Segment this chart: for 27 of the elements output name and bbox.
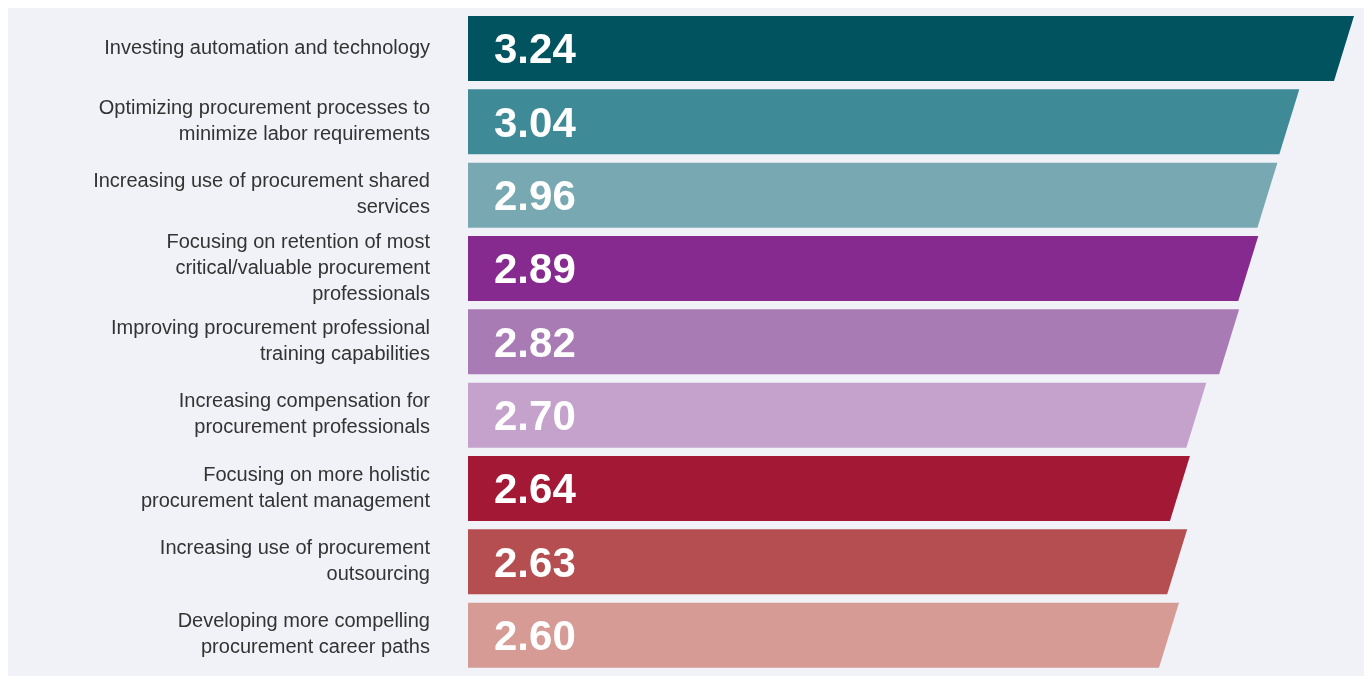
bar — [468, 89, 1300, 155]
data-label: 2.64 — [494, 465, 577, 513]
data-label: 2.82 — [494, 318, 576, 366]
bar — [468, 529, 1188, 595]
bar — [468, 236, 1259, 301]
y-tick-label: Increasing compensation for procurement professionals — [178, 389, 431, 438]
y-tick-label: Increasing use of procurement outsourcing — [159, 536, 431, 585]
y-tick-label: Developing more compelling procurement career paths — [177, 609, 430, 658]
y-tick-label: Optimizing procurement processes to minimize labor requirements — [98, 96, 430, 145]
data-label: 2.70 — [494, 392, 576, 440]
y-tick-label: Investing automation and technology — [104, 35, 430, 58]
data-label: 2.89 — [494, 245, 576, 293]
bar — [468, 602, 1179, 668]
y-tick-label: Improving procurement professional training capabilities — [110, 316, 430, 365]
bar — [468, 16, 1354, 81]
y-tick-label: Focusing on retention of most critical/valuable procurement professionals — [166, 229, 431, 304]
bar — [468, 382, 1207, 448]
bar — [468, 456, 1190, 521]
bar — [468, 162, 1278, 228]
data-label: 2.63 — [494, 538, 576, 586]
y-tick-label: Increasing use of procurement shared services — [93, 169, 430, 218]
data-label: 2.60 — [494, 612, 576, 660]
bar — [468, 309, 1240, 375]
data-label: 3.24 — [494, 25, 577, 73]
data-label: 2.96 — [494, 172, 576, 220]
data-label: 3.04 — [494, 98, 577, 146]
y-tick-label: Focusing on more holistic procurement talent management — [140, 462, 431, 511]
